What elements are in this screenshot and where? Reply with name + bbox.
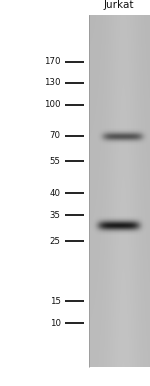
Text: 100: 100 bbox=[44, 100, 61, 110]
Text: 15: 15 bbox=[50, 296, 61, 306]
Text: 70: 70 bbox=[50, 131, 61, 141]
Text: 25: 25 bbox=[50, 237, 61, 246]
Text: 55: 55 bbox=[50, 157, 61, 166]
Text: 35: 35 bbox=[50, 210, 61, 220]
Text: 10: 10 bbox=[50, 319, 61, 328]
Text: 170: 170 bbox=[44, 57, 61, 66]
Text: 40: 40 bbox=[50, 188, 61, 198]
Text: 130: 130 bbox=[44, 78, 61, 88]
Text: Jurkat: Jurkat bbox=[104, 0, 135, 10]
